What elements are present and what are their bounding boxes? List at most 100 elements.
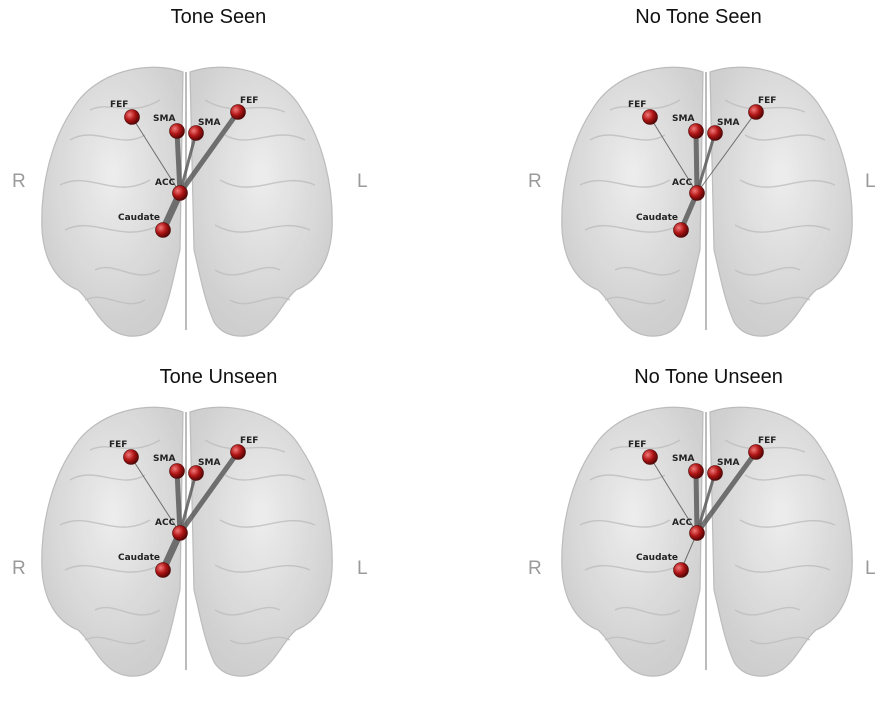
gyrus-contour (734, 564, 831, 573)
region-nodes: FEF SMA SMA FEF ACC Caudate (110, 96, 258, 238)
edge-fefR-acc (649, 456, 698, 534)
label-acc: ACC (672, 178, 693, 188)
region-nodes: FEF SMA SMA FEF ACC Caudate (628, 436, 776, 578)
panel-no-tone-seen: No Tone Seen R L FEF SMA SMA FEF ACC Caudate (520, 0, 875, 344)
panel-tone-seen: Tone Seen R L FEF SMA SMA FEF ACC Caudate (0, 0, 437, 344)
label-acc: ACC (155, 518, 176, 528)
gyrus-contour (229, 296, 291, 305)
brain-connectivity-figure: FEF SMA SMA FEF ACC Caudate (561, 66, 853, 337)
gyrus-contour (64, 564, 161, 573)
panel-title: Tone Seen (170, 6, 267, 28)
left-hemisphere (709, 66, 853, 337)
gyrus-contour (744, 134, 826, 141)
node-fef-left (748, 104, 764, 120)
left-hemisphere (709, 406, 853, 677)
panel-no-tone-unseen: No Tone Unseen R L FEF SMA SMA FEF ACC Caudat… (520, 360, 875, 704)
gyrus-contour (214, 266, 281, 276)
gyrus-contour (224, 474, 306, 481)
node-caudate (673, 562, 689, 578)
gyrus-contour (69, 134, 146, 141)
gyrus-contour (724, 439, 806, 453)
node-caudate (155, 222, 171, 238)
label-sma-left: SMA (198, 458, 220, 468)
label-acc: ACC (155, 178, 176, 188)
brain-connectivity-figure: FEF SMA SMA FEF ACC Caudate (41, 406, 333, 677)
right-hemisphere (561, 406, 704, 677)
node-sma-right (169, 463, 185, 479)
node-sma-left (707, 465, 723, 481)
label-sma-right: SMA (153, 454, 175, 464)
label-caudate: Caudate (118, 213, 160, 223)
gyrus-contour (604, 636, 666, 645)
right-hemisphere (561, 66, 704, 337)
edge-smaR-acc (693, 128, 700, 196)
label-caudate: Caudate (636, 553, 678, 563)
label-sma-right: SMA (672, 454, 694, 464)
brain-connectivity-figure: FEF SMA SMA FEF ACC Caudate (41, 66, 333, 337)
edge-smaL-acc (178, 131, 198, 195)
gyrus-contour (589, 474, 666, 481)
right-hemisphere-label: R (528, 558, 542, 579)
gyrus-contour (579, 519, 671, 528)
edge-fefL-acc (694, 449, 759, 536)
right-hemisphere-label: R (12, 171, 26, 192)
node-caudate (155, 562, 171, 578)
gyrus-contour (749, 296, 811, 305)
node-sma-left (188, 465, 204, 481)
label-sma-left: SMA (717, 118, 739, 128)
right-hemisphere (41, 66, 184, 337)
node-acc (172, 185, 188, 201)
gyrus-contour (214, 224, 311, 233)
label-fef-right: FEF (109, 440, 127, 450)
gyrus-contour (739, 179, 836, 188)
edge-smaR-acc (693, 468, 700, 536)
node-sma-right (688, 463, 704, 479)
label-fef-right: FEF (628, 440, 646, 450)
gyrus-contour (609, 439, 681, 451)
edge-smaL-acc (178, 471, 198, 535)
gyrus-contour (214, 564, 311, 573)
label-fef-left: FEF (240, 436, 258, 446)
gyrus-contour (64, 224, 161, 233)
node-fef-left (748, 444, 764, 460)
gyrus-contour (734, 266, 801, 276)
panel-title: No Tone Seen (635, 6, 762, 28)
edge-smaR-acc (174, 128, 183, 196)
gyrus-contour (614, 606, 681, 616)
node-fef-left (230, 444, 246, 460)
connection-edges (649, 449, 759, 571)
node-sma-right (688, 123, 704, 139)
edge-smaL-acc (695, 471, 717, 535)
gyrus-contour (734, 606, 801, 616)
gyrus-contour (224, 134, 306, 141)
left-hemisphere-label: L (357, 558, 368, 579)
edge-fefL-acc (696, 111, 757, 194)
edge-fefR-acc (130, 456, 181, 534)
gyrus-contour (59, 519, 151, 528)
gyrus-contour (724, 99, 806, 113)
node-acc (689, 185, 705, 201)
label-fef-left: FEF (758, 96, 776, 106)
gyrus-contour (584, 564, 681, 573)
left-hemisphere-label: L (357, 171, 368, 192)
label-sma-right: SMA (153, 114, 175, 124)
gyrus-contour (614, 266, 681, 276)
gyrus-contour (204, 439, 286, 453)
edge-fefR-acc (131, 116, 181, 194)
label-acc: ACC (672, 518, 693, 528)
brain-silhouette (41, 66, 333, 337)
left-hemisphere (189, 66, 333, 337)
brain-connectivity-figure: FEF SMA SMA FEF ACC Caudate (561, 406, 853, 677)
gyrus-contour (214, 606, 281, 616)
label-fef-left: FEF (240, 96, 258, 106)
edge-smaR-acc (174, 468, 183, 536)
panel-title: No Tone Unseen (634, 366, 783, 388)
gyrus-contour (204, 99, 286, 113)
edge-smaL-acc (695, 131, 717, 195)
right-hemisphere-label: R (12, 558, 26, 579)
gyrus-contour (94, 606, 161, 616)
edge-fefL-acc (177, 109, 241, 196)
gyrus-contour (609, 99, 681, 111)
region-nodes: FEF SMA SMA FEF ACC Caudate (109, 436, 258, 578)
gyrus-contour (744, 474, 826, 481)
